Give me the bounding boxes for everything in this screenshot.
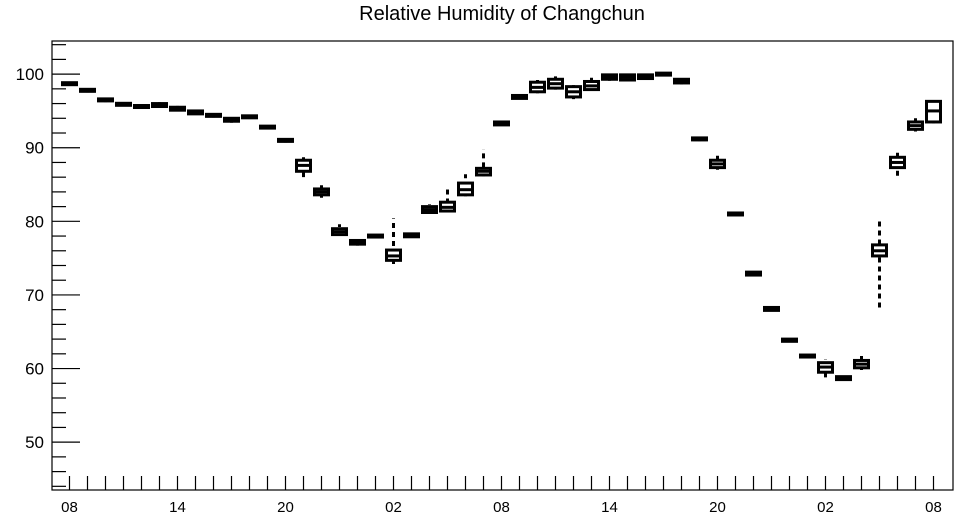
x-tick-label: 20: [709, 499, 726, 516]
box: [673, 77, 690, 85]
box: [601, 73, 618, 81]
box: [619, 73, 636, 82]
x-tick-label: 08: [925, 499, 942, 516]
box: [835, 375, 852, 382]
box: [889, 152, 906, 176]
y-tick-label: 60: [25, 360, 44, 379]
box: [781, 337, 798, 343]
box: [115, 101, 132, 107]
box: [475, 149, 492, 177]
box: [817, 358, 834, 378]
y-axis: 50 60 70 80 90 100: [16, 44, 80, 487]
box-series: [61, 71, 942, 382]
box: [187, 107, 204, 116]
x-tick-label: 02: [385, 499, 402, 516]
box: [367, 233, 384, 239]
box: [97, 97, 114, 103]
box: [655, 71, 672, 77]
box: [763, 305, 780, 312]
y-tick-label: 70: [25, 286, 44, 305]
x-tick-label: 02: [817, 499, 834, 516]
box: [709, 155, 726, 170]
box: [223, 116, 240, 123]
box: [925, 98, 942, 124]
box: [907, 118, 924, 132]
y-tick-label: 100: [16, 65, 44, 84]
x-tick-label: 14: [169, 499, 186, 516]
box: [241, 114, 258, 120]
box: [151, 102, 168, 109]
box: [133, 104, 150, 110]
box: [295, 157, 312, 178]
plot-frame: [51, 40, 954, 491]
box: [313, 185, 330, 198]
x-tick-label: 08: [493, 499, 510, 516]
box: [61, 81, 78, 87]
box: [529, 80, 546, 94]
box: [421, 204, 438, 215]
chart-title: Relative Humidity of Changchun: [359, 3, 645, 25]
y-tick-label: 80: [25, 212, 44, 231]
box: [403, 232, 420, 239]
y-tick-label: 90: [25, 139, 44, 158]
box: [457, 174, 474, 197]
box: [331, 224, 348, 237]
x-tick-label: 08: [61, 499, 78, 516]
box: [637, 73, 654, 81]
box: [349, 238, 366, 246]
box: [871, 219, 888, 308]
box: [547, 76, 564, 90]
box: [169, 105, 186, 112]
box: [205, 112, 222, 118]
box: [439, 188, 456, 213]
box: [799, 353, 816, 359]
x-tick-label: 20: [277, 499, 294, 516]
box: [745, 270, 762, 277]
box: [511, 93, 528, 100]
box: [853, 356, 870, 371]
box: [727, 211, 744, 217]
y-tick-label: 50: [25, 433, 44, 452]
box: [583, 77, 600, 92]
box: [493, 118, 510, 127]
box: [385, 218, 402, 265]
box: [79, 87, 96, 93]
box: [691, 136, 708, 142]
x-tick-label: 14: [601, 499, 618, 516]
box: [277, 137, 294, 143]
box: [259, 124, 276, 130]
box: [565, 82, 582, 100]
x-axis: 08 14 20 02 08 14 20 02 08: [61, 476, 942, 516]
